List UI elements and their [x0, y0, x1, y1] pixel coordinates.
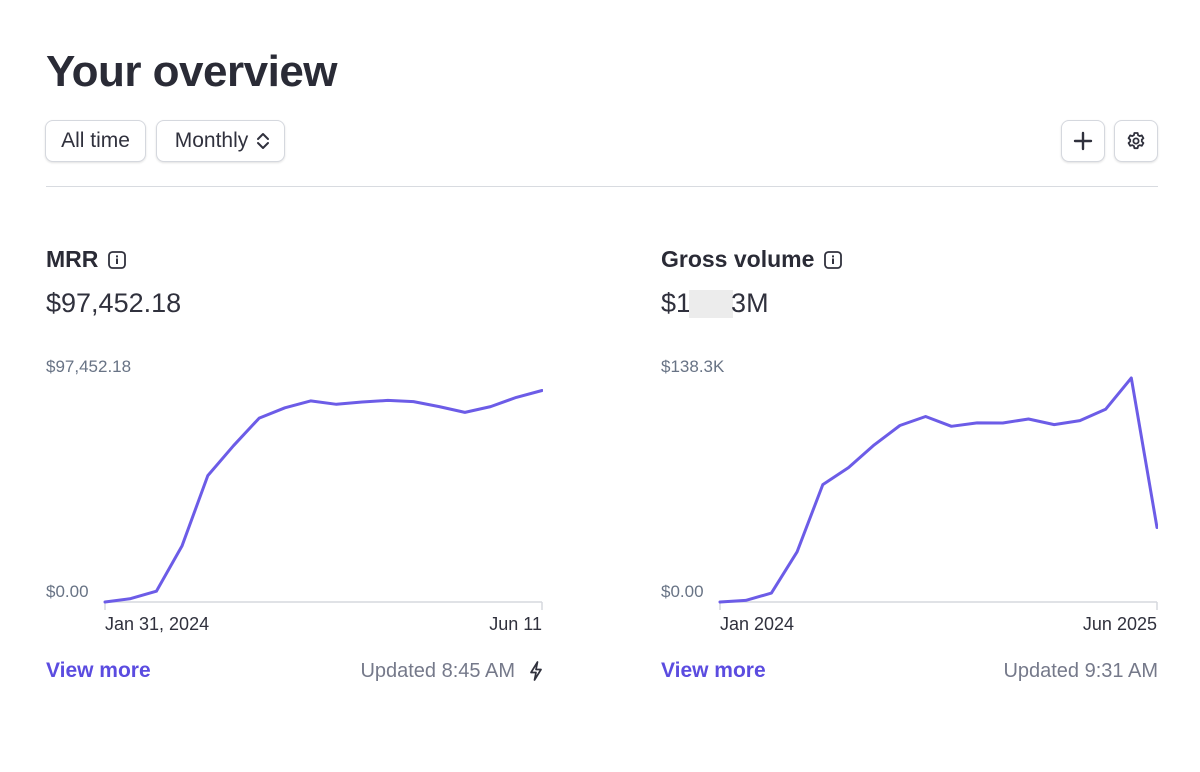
mrr-updated-status: Updated 8:45 AM	[360, 660, 543, 683]
info-icon[interactable]	[108, 250, 127, 269]
gross-volume-x-end-label: Jun 2025	[1083, 614, 1157, 634]
gross-volume-y-max-label: $138.3K	[661, 357, 725, 376]
gross-volume-chart[interactable]: $138.3K $0.00 Jan 2024 Jun 2025	[661, 354, 1158, 638]
settings-button[interactable]	[1114, 120, 1158, 162]
interval-select-label: Monthly	[174, 129, 249, 152]
add-chart-button[interactable]	[1061, 120, 1105, 162]
mrr-value: $97,452.18	[46, 288, 182, 318]
mrr-y-max-label: $97,452.18	[46, 357, 131, 376]
gross-volume-x-start-label: Jan 2024	[720, 614, 794, 634]
lightning-bolt-icon	[529, 661, 543, 681]
gear-icon	[1126, 131, 1146, 151]
info-icon[interactable]	[824, 250, 843, 269]
gross-volume-value: $1 3M	[661, 288, 769, 319]
gross-volume-updated-text: Updated 9:31 AM	[1003, 659, 1158, 682]
page-title: Your overview	[46, 47, 338, 96]
gross-volume-view-more-link[interactable]: View more	[661, 659, 766, 682]
plus-icon	[1073, 131, 1093, 151]
mrr-y-min-label: $0.00	[46, 582, 89, 601]
gross-volume-series-line	[718, 376, 1158, 604]
gross-volume-card: Gross volume $1 3M $138.3K $0.00 Jan 2024…	[661, 240, 1158, 700]
mrr-x-end-label: Jun 11	[489, 614, 542, 634]
mrr-updated-text: Updated 8:45 AM	[360, 659, 515, 682]
toolbar-divider	[46, 186, 1158, 187]
gross-volume-updated-status: Updated 9:31 AM	[1003, 660, 1158, 683]
mrr-x-start-label: Jan 31, 2024	[105, 614, 209, 634]
mrr-title-text: MRR	[46, 246, 99, 272]
mrr-view-more-link[interactable]: View more	[46, 659, 151, 682]
gross-volume-title-text: Gross volume	[661, 246, 815, 272]
mrr-series-line	[103, 389, 543, 604]
mrr-chart[interactable]: $97,452.18 $0.00 Jan 31, 2024 Jun 11	[46, 354, 543, 638]
date-range-button[interactable]: All time	[45, 120, 146, 162]
gross-volume-card-footer: View more Updated 9:31 AM	[661, 656, 1158, 686]
gross-volume-value-prefix: $1	[661, 288, 692, 318]
gross-volume-card-title: Gross volume	[661, 246, 843, 273]
toolbar: All time Monthly	[45, 120, 1158, 164]
interval-select[interactable]: Monthly	[156, 120, 285, 162]
gross-volume-y-min-label: $0.00	[661, 582, 704, 601]
mrr-card-footer: View more Updated 8:45 AM	[46, 656, 543, 686]
mrr-card-title: MRR	[46, 246, 127, 273]
redacted-block	[689, 289, 734, 318]
chevron-up-down-icon	[256, 132, 270, 150]
gross-volume-value-suffix: 3M	[731, 288, 769, 318]
mrr-card: MRR $97,452.18 $97,452.18 $0.00 Jan 31, …	[46, 240, 543, 700]
